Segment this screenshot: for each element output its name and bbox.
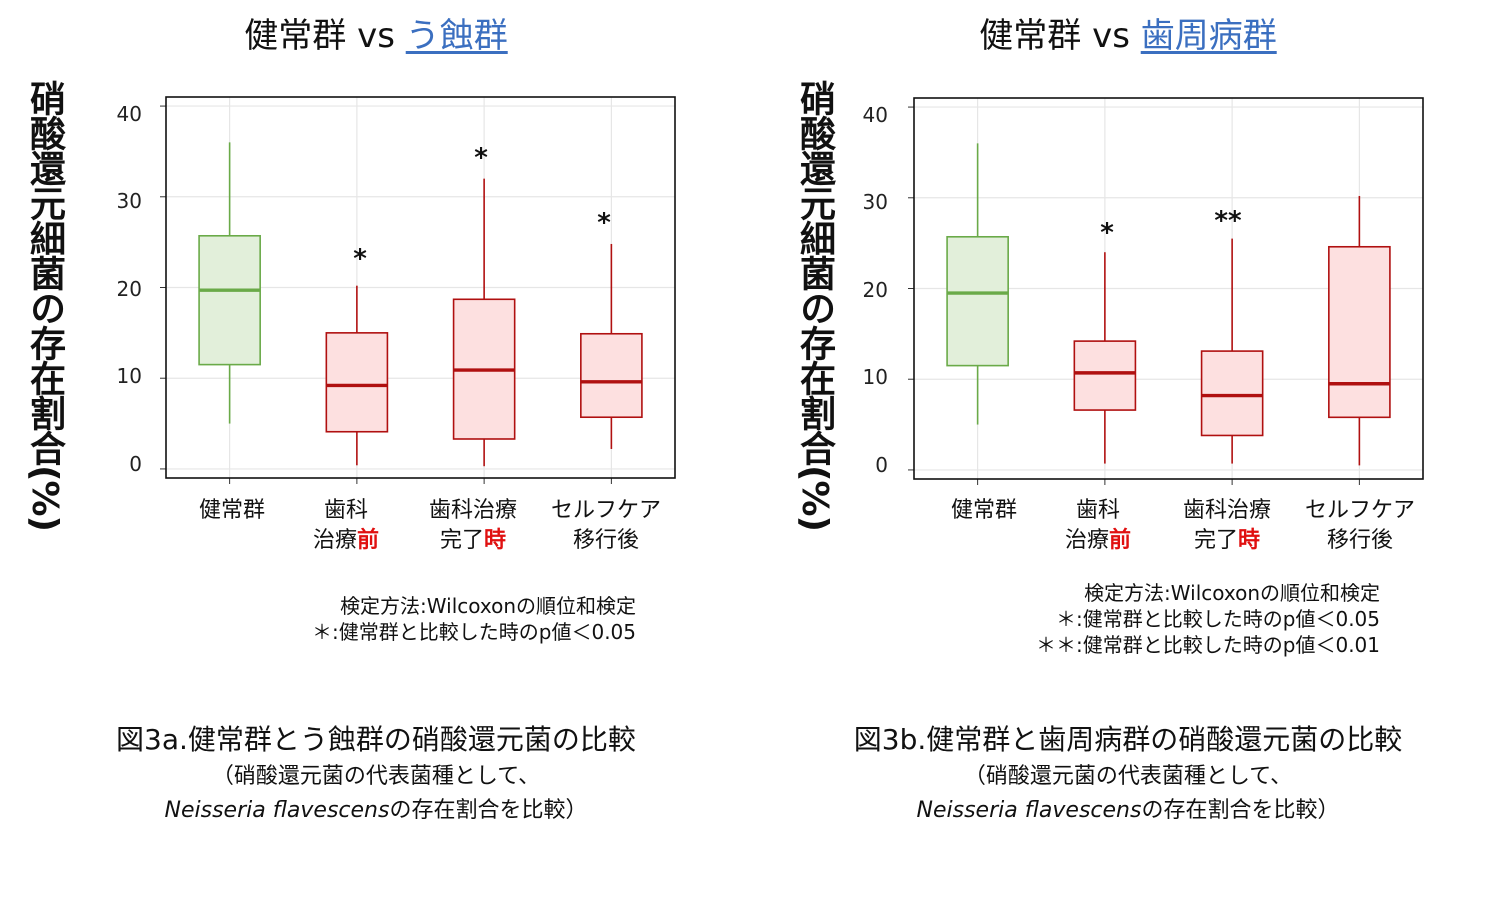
y-tick-label: 0 xyxy=(129,452,142,476)
y-tick-label: 10 xyxy=(116,364,142,388)
test-notes: 検定方法:Wilcoxonの順位和検定 ＊:健常群と比較した時のp値＜0.05 xyxy=(312,593,636,645)
title-highlight: 歯周病群 xyxy=(1140,16,1277,56)
note-line: ＊:健常群と比較した時のp値＜0.05 xyxy=(312,620,636,644)
y-tick-label: 10 xyxy=(862,365,888,389)
caption-title: 図3b.健常群と歯周病群の硝酸還元菌の比較 xyxy=(853,723,1403,756)
y-tick-label: 20 xyxy=(862,278,888,302)
caption-line: Neisseria flavescensの存在割合を比較） xyxy=(916,798,1340,823)
iqr-box xyxy=(580,332,643,419)
y-tick-label: 30 xyxy=(116,189,142,213)
x-category-label: 健常群 xyxy=(950,498,1017,523)
note-line: ＊:健常群と比較した時のp値＜0.05 xyxy=(1056,607,1380,631)
chart-title: 健常群 vs 歯周病群 xyxy=(979,16,1277,56)
y-tick-label: 0 xyxy=(875,453,888,477)
y-axis-label: 硝酸還元細菌の存在割合(%) xyxy=(24,80,65,531)
y-tick-label: 40 xyxy=(116,102,142,126)
y-tick-label: 40 xyxy=(862,103,888,127)
caption-line: （硝酸還元菌の代表菌種として、 xyxy=(963,764,1293,789)
caption-title: 図3a.健常群とう蝕群の硝酸還元菌の比較 xyxy=(116,723,636,756)
x-category-label: セルフケア 移行後 xyxy=(1304,498,1415,553)
note-line: 検定方法:Wilcoxonの順位和検定 xyxy=(1084,581,1380,605)
significance-marker: * xyxy=(1100,218,1114,248)
panel-a: 健常群 vs う蝕群 硝酸還元細菌の存在割合(%) 40 30 20 10 0 … xyxy=(0,0,752,903)
note-line: ＊＊:健常群と比較した時のp値＜0.01 xyxy=(1036,633,1380,657)
figure-caption: 図3b.健常群と歯周病群の硝酸還元菌の比較 （硝酸還元菌の代表菌種として、 Ne… xyxy=(752,720,1504,828)
caption-line: （硝酸還元菌の代表菌種として、 xyxy=(211,764,541,789)
iqr-box xyxy=(1073,340,1137,411)
iqr-box xyxy=(325,332,389,433)
y-axis-label: 硝酸還元細菌の存在割合(%) xyxy=(794,80,835,531)
x-category-label: 歯科 治療前 xyxy=(312,498,380,553)
iqr-box xyxy=(198,234,261,366)
test-notes: 検定方法:Wilcoxonの順位和検定 ＊:健常群と比較した時のp値＜0.05 … xyxy=(1036,580,1380,658)
significance-marker: * xyxy=(597,208,611,238)
note-line: 検定方法:Wilcoxonの順位和検定 xyxy=(340,594,636,618)
x-category-label: 健常群 xyxy=(198,498,265,523)
significance-marker: * xyxy=(353,244,367,274)
significance-marker: ** xyxy=(1214,206,1242,236)
iqr-box xyxy=(946,235,1009,367)
panel-b: 健常群 vs 歯周病群 硝酸還元細菌の存在割合(%) 40 30 20 10 0… xyxy=(752,0,1504,903)
x-category-label: セルフケア 移行後 xyxy=(550,498,661,553)
y-tick-label: 20 xyxy=(116,277,142,301)
x-category-label: 歯科 治療前 xyxy=(1064,498,1132,553)
caption-line: Neisseria flavescensの存在割合を比較） xyxy=(164,798,588,823)
boxplot-chart xyxy=(908,97,1424,485)
iqr-box xyxy=(1328,245,1391,419)
significance-marker: * xyxy=(474,143,488,173)
x-category-label: 歯科治療 完了時 xyxy=(1182,498,1271,553)
chart-title: 健常群 vs う蝕群 xyxy=(244,16,508,56)
boxplot-chart xyxy=(160,96,676,484)
title-highlight: う蝕群 xyxy=(405,16,508,56)
plot-frame xyxy=(165,96,676,479)
plot-frame xyxy=(913,97,1424,480)
x-category-label: 歯科治療 完了時 xyxy=(428,498,517,553)
iqr-box xyxy=(1200,350,1264,437)
figure-caption: 図3a.健常群とう蝕群の硝酸還元菌の比較 （硝酸還元菌の代表菌種として、 Nei… xyxy=(0,720,752,828)
y-tick-label: 30 xyxy=(862,190,888,214)
